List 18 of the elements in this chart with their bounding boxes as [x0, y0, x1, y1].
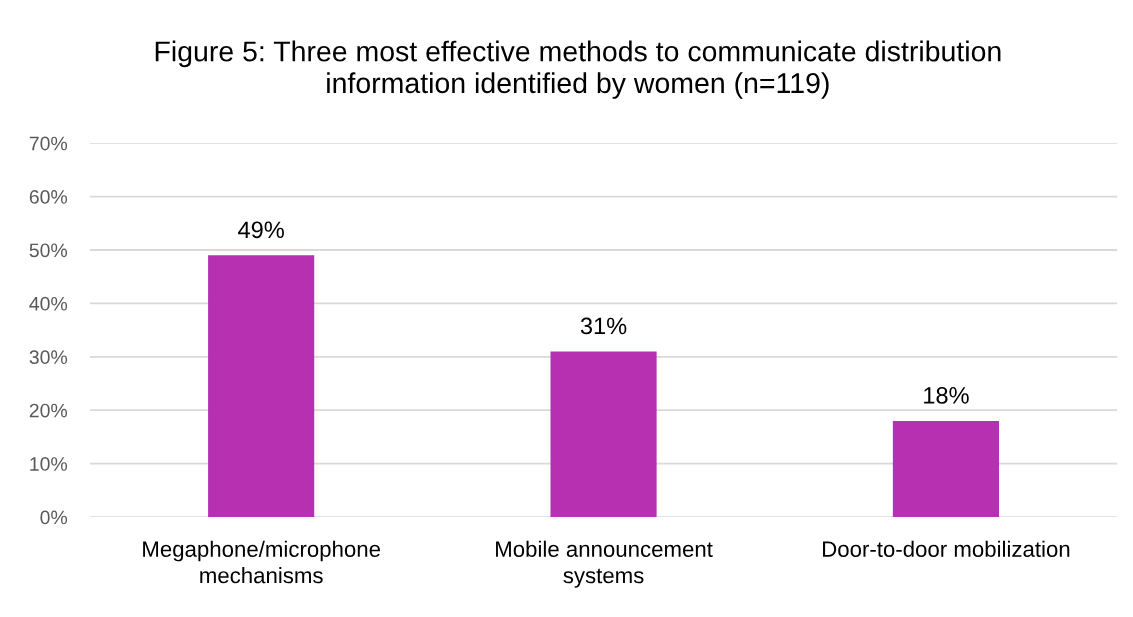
bar [208, 255, 315, 518]
y-tick-label: 10% [30, 457, 68, 471]
chart-title: Figure 5: Three most effective methods to communicate distribution information identified by women (n=119) [155, 40, 1001, 99]
x-tick-label: Door-to-door mobilization [823, 540, 1070, 557]
y-tick-label: 40% [29, 296, 68, 311]
bar [550, 351, 657, 518]
x-tick-label: Mobile announcement systems [496, 540, 713, 588]
y-tick-label: 20% [29, 403, 68, 418]
y-tick-label: 60% [29, 190, 68, 204]
y-tick-label: 70% [29, 136, 68, 151]
bar [892, 420, 1000, 518]
y-tick-label: 0% [40, 510, 68, 525]
data-label: 18% [924, 387, 969, 404]
y-tick-label: 50% [29, 243, 68, 258]
data-label: 49% [238, 221, 284, 239]
y-tick-label: 30% [29, 350, 68, 365]
x-tick-label: Megaphone/microphone mechanisms [143, 540, 381, 584]
data-label: 31% [580, 317, 627, 335]
